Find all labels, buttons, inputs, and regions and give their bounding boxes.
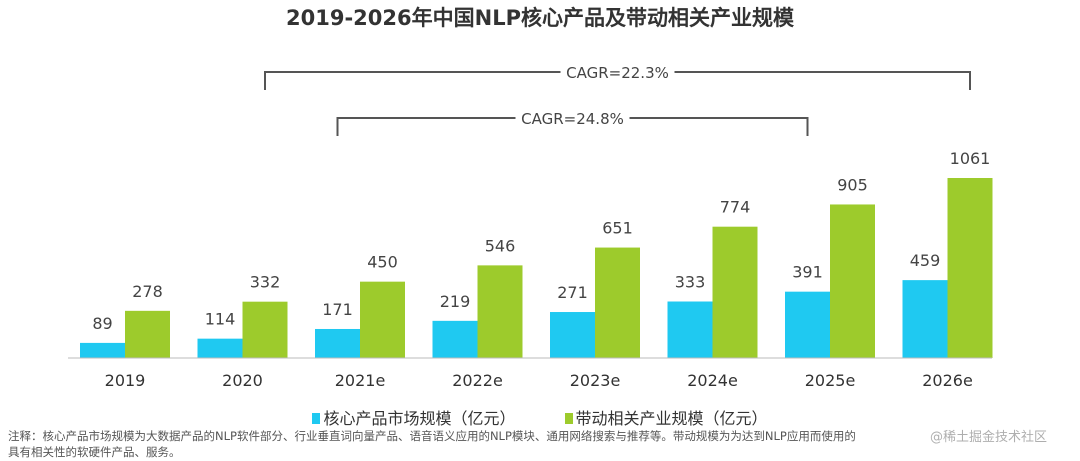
data-label: 171 — [322, 300, 353, 319]
bar — [477, 265, 523, 358]
cagr-label: CAGR=22.3% — [566, 64, 669, 82]
x-tick-label: 2019 — [105, 371, 146, 390]
bar — [902, 280, 948, 358]
legend-swatch — [312, 413, 321, 424]
bar — [197, 338, 243, 358]
bar — [550, 312, 595, 358]
data-label: 114 — [205, 310, 236, 329]
data-label: 651 — [602, 219, 633, 238]
bar — [125, 310, 170, 358]
footnote: 注释：核心产品市场规模为大数据产品的NLP软件部分、行业垂直词向量产品、语音语义… — [8, 428, 1078, 460]
legend-item-related: 带动相关产业规模（亿元） — [564, 409, 768, 428]
bar-chart: 89 278 2019 114 332 2020 171 450 2021e 219 546 2022… — [68, 64, 993, 390]
x-tick-label: 2025e — [805, 371, 856, 390]
legend-label: 带动相关产业规模（亿元） — [575, 409, 768, 428]
watermark: @稀土掘金技术社区 — [930, 430, 1048, 445]
x-tick-label: 2021e — [335, 371, 386, 390]
data-label: 278 — [132, 282, 163, 301]
x-tick-label: 2026e — [922, 371, 973, 390]
x-tick-label: 2024e — [687, 371, 738, 390]
data-label: 219 — [440, 292, 471, 311]
data-label: 271 — [557, 283, 588, 302]
bar — [315, 328, 360, 358]
cagr-label: CAGR=24.8% — [521, 110, 624, 128]
chart-title: 2019-2026年中国NLP核心产品及带动相关产业规模 — [286, 6, 794, 30]
bar — [432, 320, 478, 358]
data-label: 332 — [250, 273, 281, 292]
data-label: 333 — [675, 273, 706, 292]
bar — [712, 226, 758, 358]
legend-swatch — [564, 413, 573, 424]
cagr-bracket — [264, 71, 971, 90]
data-label: 391 — [792, 263, 823, 282]
x-tick-label: 2022e — [452, 371, 503, 390]
bar — [785, 291, 830, 358]
data-label: 459 — [910, 251, 941, 270]
bar — [595, 247, 640, 358]
data-label: 1061 — [950, 149, 991, 168]
data-label: 905 — [837, 175, 868, 194]
x-tick-label: 2023e — [570, 371, 621, 390]
legend: 核心产品市场规模（亿元） 带动相关产业规模（亿元） — [0, 405, 1080, 429]
bar — [242, 301, 288, 358]
data-label: 774 — [720, 198, 751, 217]
bar — [80, 342, 125, 358]
x-tick-label: 2020 — [222, 371, 263, 390]
legend-label: 核心产品市场规模（亿元） — [323, 409, 516, 428]
data-label: 546 — [485, 236, 516, 255]
bar — [360, 281, 405, 358]
cagr-bracket — [336, 117, 809, 136]
bar — [830, 204, 875, 358]
legend-item-core: 核心产品市场规模（亿元） — [312, 409, 515, 428]
bar — [947, 178, 993, 358]
data-label: 89 — [92, 314, 112, 333]
data-label: 450 — [367, 253, 398, 272]
footnote-line: 具有相关性的软硬件产品、服务。 — [8, 445, 181, 459]
bar — [667, 301, 713, 358]
footnote-line: 注释：核心产品市场规模为大数据产品的NLP软件部分、行业垂直词向量产品、语音语义… — [8, 429, 856, 443]
